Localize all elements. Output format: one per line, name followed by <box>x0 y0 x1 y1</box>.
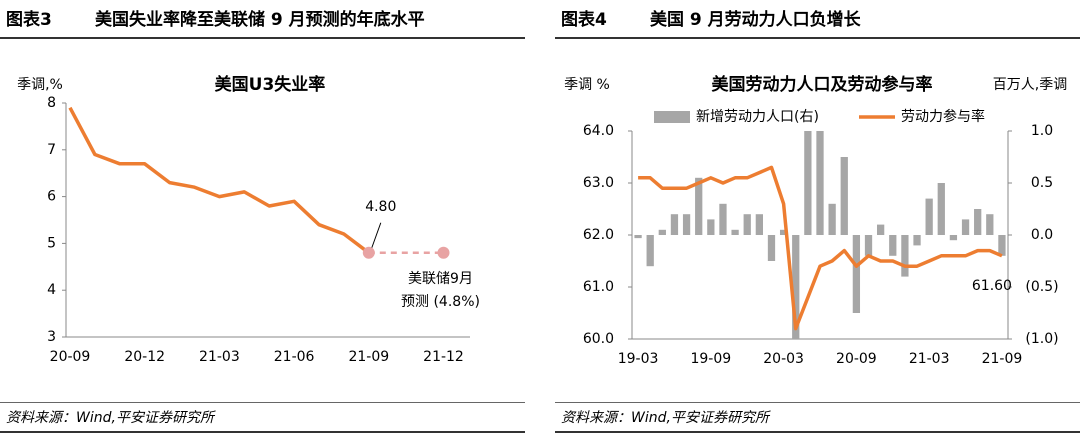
bar <box>743 214 751 235</box>
x-tick-label: 21-12 <box>423 349 464 365</box>
y-axis-label: 季调,% <box>17 77 63 93</box>
x-tick-label: 21-09 <box>982 351 1023 367</box>
legend-label: 新增劳动力人口(右) <box>696 109 819 125</box>
source: 资料来源：Wind,平安证券研究所 <box>6 410 216 426</box>
legend-label: 劳动力参与率 <box>901 108 985 125</box>
y-tick-label: 6 <box>47 189 56 205</box>
bar <box>901 235 909 277</box>
bar <box>889 235 897 256</box>
bar <box>767 235 776 261</box>
bar <box>646 235 654 267</box>
y-axis-label: 季调 % <box>564 77 610 93</box>
figure-label: 图表3 <box>6 9 52 30</box>
bar <box>682 214 691 235</box>
bar <box>840 157 848 235</box>
legend-swatch <box>654 111 690 123</box>
x-tick-label: 21-03 <box>199 349 240 365</box>
value-label: 61.60 <box>972 278 1012 294</box>
bar <box>707 219 715 235</box>
bar <box>792 235 800 339</box>
y2-tick-label: (0.5) <box>1025 279 1058 295</box>
x-tick-label: 20-12 <box>124 349 165 365</box>
y-tick-label: 60.0 <box>583 331 614 347</box>
bar <box>695 177 703 235</box>
bar <box>913 235 921 246</box>
y-tick-label: 3 <box>47 329 56 345</box>
bar <box>961 219 970 235</box>
y-tick-label: 4 <box>47 282 56 298</box>
y2-tick-label: 0.5 <box>1031 175 1053 191</box>
value-label: 4.80 <box>365 199 396 215</box>
bar <box>670 214 679 235</box>
y-tick-label: 8 <box>47 95 56 111</box>
bar <box>864 235 873 256</box>
bar <box>877 224 885 235</box>
figure-label: 图表4 <box>561 9 607 30</box>
bar <box>634 235 642 239</box>
bottom-rule <box>555 431 1080 433</box>
chart-title: 美国U3失业率 <box>215 74 326 95</box>
point-marker <box>437 246 450 259</box>
bar <box>974 209 982 235</box>
y-tick-label: 61.0 <box>583 279 614 295</box>
source: 资料来源：Wind,平安证券研究所 <box>561 410 771 426</box>
x-tick-label: 20-09 <box>50 349 91 365</box>
y-tick-label: 63.0 <box>583 175 614 191</box>
bar <box>755 214 763 235</box>
bar <box>925 198 933 235</box>
y-tick-label: 62.0 <box>583 227 614 243</box>
x-tick-label: 21-09 <box>348 349 389 365</box>
forecast-note: 预测 (4.8%) <box>401 294 480 310</box>
figure-caption: 美国失业率降至美联储 9 月预测的年底水平 <box>95 9 425 30</box>
bar <box>731 229 739 235</box>
x-tick-label: 19-09 <box>690 351 731 367</box>
bar <box>986 214 994 235</box>
series-line <box>638 165 1003 331</box>
y-tick-label: 5 <box>47 235 56 251</box>
x-tick-label: 21-03 <box>909 351 950 367</box>
bar <box>852 235 861 313</box>
bar <box>779 229 788 235</box>
x-tick-label: 20-03 <box>763 351 804 367</box>
y2-tick-label: 1.0 <box>1031 123 1053 139</box>
bar <box>719 203 727 235</box>
y2-tick-label: 0.0 <box>1031 227 1053 243</box>
chart-title: 美国劳动力人口及劳动参与率 <box>712 74 933 95</box>
bar <box>949 235 958 241</box>
figure-caption: 美国 9 月劳动力人口负增长 <box>650 9 862 30</box>
bar <box>816 131 824 235</box>
y2-axis-label: 百万人,季调 <box>993 77 1067 93</box>
forecast-note: 美联储9月 <box>408 271 473 287</box>
x-tick-label: 19-03 <box>618 351 659 367</box>
label-leader <box>371 222 382 248</box>
x-tick-label: 21-06 <box>274 349 315 365</box>
bar <box>804 131 812 235</box>
bar <box>998 235 1006 256</box>
header-rule <box>0 37 525 39</box>
bar <box>658 229 666 235</box>
y2-tick-label: (1.0) <box>1025 331 1058 347</box>
footer-rule <box>555 402 1080 403</box>
series-line <box>68 106 370 255</box>
y-tick-label: 64.0 <box>583 123 614 139</box>
bottom-rule <box>0 431 525 433</box>
header-rule <box>555 37 1080 39</box>
footer-rule <box>0 402 525 403</box>
y-tick-label: 7 <box>47 142 56 158</box>
bar <box>828 203 836 235</box>
point-marker <box>362 246 375 259</box>
x-tick-label: 20-09 <box>836 351 877 367</box>
bar <box>937 183 945 235</box>
